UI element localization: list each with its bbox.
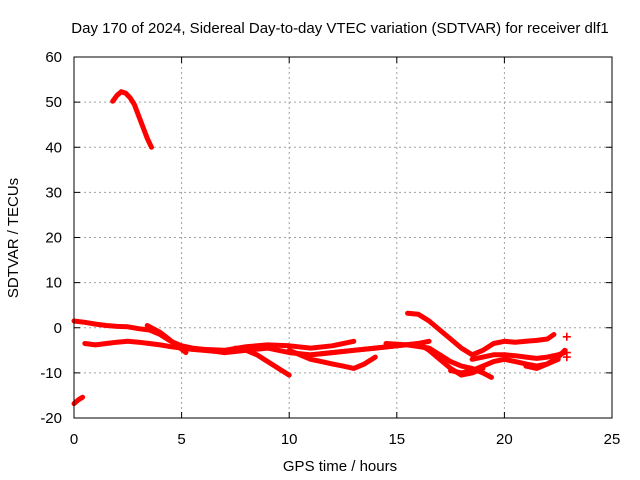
series-arc-d (179, 338, 357, 353)
series-arc-i (405, 310, 557, 358)
data-markers (562, 332, 571, 362)
x-axis-title: GPS time / hours (283, 458, 397, 475)
y-tick-label: -20 (40, 410, 62, 427)
data-series (71, 89, 568, 407)
y-tick-label: 30 (45, 184, 62, 201)
y-tick-label: -10 (40, 365, 62, 382)
y-axis-tick-labels: -20 -10 0 10 20 30 40 50 60 (40, 49, 62, 427)
y-tick-label: 20 (45, 230, 62, 247)
x-tick-label: 5 (177, 431, 185, 448)
plot-frame (73, 56, 613, 419)
y-tick-label: 40 (45, 139, 62, 156)
plus-marker (562, 332, 571, 341)
x-tick-label: 0 (70, 431, 78, 448)
series-arc-low-start (71, 394, 86, 407)
x-axis-tick-labels: 0 5 10 15 20 25 (70, 431, 621, 448)
chart-title: Day 170 of 2024, Sidereal Day-to-day VTE… (71, 20, 608, 37)
y-tick-label: 0 (54, 320, 62, 337)
x-tick-label: 10 (281, 431, 298, 448)
y-tick-label: 10 (45, 275, 62, 292)
series-arc-m (469, 350, 568, 362)
y-axis-title: SDTVAR / TECUs (5, 178, 22, 298)
series-arc-c (144, 323, 189, 356)
y-tick-label: 60 (45, 49, 62, 66)
x-tick-label: 25 (604, 431, 621, 448)
x-tick-label: 15 (388, 431, 405, 448)
y-tick-label: 50 (45, 94, 62, 111)
series-arc-n (523, 347, 568, 371)
series-arc-g (286, 347, 378, 371)
plus-marker (562, 353, 571, 362)
x-tick-label: 20 (496, 431, 513, 448)
series-arc-high (110, 89, 154, 150)
